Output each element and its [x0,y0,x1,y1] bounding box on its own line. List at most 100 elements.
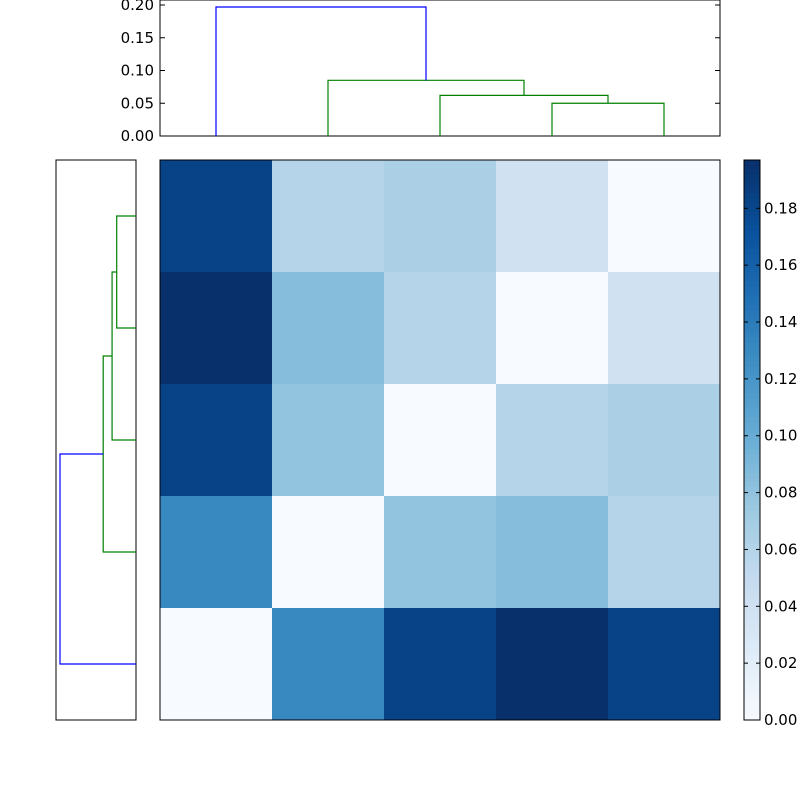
colorbar-gradient-step [744,538,760,544]
colorbar-gradient-step [744,416,760,422]
heatmap-cell [160,160,273,273]
colorbar-gradient-step [744,174,760,180]
colorbar-gradient-step [744,519,760,525]
colorbar-gradient-step [744,206,760,212]
left-dendrogram-link [111,271,136,441]
colorbar-gradient-step [744,631,760,637]
colorbar-gradient-step [744,360,760,366]
colorbar-gradient-step [744,468,760,474]
colorbar-gradient-step [744,262,760,268]
colorbar-gradient-step [744,272,760,278]
colorbar-gradient-step [744,290,760,296]
colorbar-gradient-step [744,463,760,469]
colorbar-gradient-step [744,608,760,614]
colorbar-gradient-step [744,636,760,642]
colorbar-gradient-step [744,211,760,217]
colorbar-gradient-step [744,570,760,576]
colorbar-tick-label: 0.16 [764,256,797,274]
top-dendrogram-link [551,102,665,136]
left-dendrogram-link [102,355,136,553]
heatmap-cell [272,160,385,273]
heatmap-cell [160,608,273,721]
colorbar-gradient-step [744,164,760,170]
colorbar-frame [743,159,761,721]
colorbar-gradient-step [744,281,760,287]
heatmap-frame [159,159,721,721]
colorbar-gradient-step [744,267,760,273]
colorbar-gradient-step [744,188,760,194]
left-dendrogram-link [59,453,136,665]
colorbar-gradient-step [744,328,760,334]
top-dendrogram-link [215,6,427,136]
top-dendrogram-link [439,94,609,136]
colorbar-gradient-step [744,496,760,502]
colorbar-gradient-step [744,449,760,455]
colorbar-gradient-step [744,528,760,534]
colorbar-gradient-step [744,374,760,380]
colorbar-gradient-step [744,687,760,693]
colorbar-gradient-step [744,314,760,320]
colorbar-gradient-step [744,598,760,604]
colorbar-gradient-step [744,332,760,338]
colorbar-gradient-step [744,388,760,394]
top-dendrogram-ytick-label: 0.10 [121,62,154,80]
heatmap-cell [608,160,721,273]
colorbar-gradient-step [744,524,760,530]
colorbar-gradient-step [744,384,760,390]
colorbar-gradient-step [744,552,760,558]
heatmap-cell [384,496,497,609]
colorbar-gradient-step [744,650,760,656]
colorbar-gradient-step [744,398,760,404]
heatmap-cell [384,384,497,497]
colorbar-gradient-step [744,309,760,315]
heatmap-cell [160,272,273,385]
colorbar-gradient-step [744,402,760,408]
colorbar-gradient-step [744,589,760,595]
colorbar-gradient-step [744,244,760,250]
colorbar-gradient-step [744,356,760,362]
colorbar-gradient-step [744,556,760,562]
colorbar-gradient-step [744,458,760,464]
heatmap-cell [608,496,721,609]
top-dendrogram-ytick-label: 0.15 [121,29,154,47]
heatmap-cell [608,384,721,497]
colorbar-gradient-step [744,477,760,483]
left-dendrogram-link [116,215,136,329]
heatmap-cell [496,496,609,609]
top-dendrogram-link [327,79,525,136]
heatmap-cell [160,384,273,497]
heatmap-cell [496,272,609,385]
colorbar-gradient-step [744,337,760,343]
colorbar-gradient-step [744,276,760,282]
colorbar-tick-label: 0.06 [764,540,797,558]
colorbar-gradient-step [744,230,760,236]
colorbar-gradient-step [744,407,760,413]
colorbar-gradient-step [744,435,760,441]
colorbar-gradient-step [744,580,760,586]
colorbar-gradient-step [744,566,760,572]
heatmap-cell [272,272,385,385]
colorbar-gradient-step [744,430,760,436]
heatmap-cell [272,496,385,609]
colorbar-gradient-step [744,640,760,646]
colorbar-gradient-step [744,561,760,567]
colorbar-gradient-step [744,300,760,306]
colorbar-gradient-step [744,202,760,208]
colorbar-gradient-step [744,440,760,446]
colorbar-gradient-step [744,351,760,357]
colorbar-tick-label: 0.12 [764,370,797,388]
colorbar-gradient-step [744,323,760,329]
colorbar-tick-label: 0.18 [764,199,797,217]
top-dendrogram: 0.00 0.05 0.10 0.15 0.20 [121,0,721,145]
colorbar-gradient-step [744,239,760,245]
colorbar-gradient-step [744,500,760,506]
top-dendrogram-ytick-label: 0.00 [121,127,154,145]
colorbar-gradient-step [744,421,760,427]
heatmap-cell [608,608,721,721]
colorbar-tick-label: 0.02 [764,654,797,672]
colorbar-gradient-step [744,286,760,292]
colorbar-gradient-step [744,248,760,254]
colorbar-tick-label: 0.08 [764,484,797,502]
colorbar-gradient-step [744,533,760,539]
